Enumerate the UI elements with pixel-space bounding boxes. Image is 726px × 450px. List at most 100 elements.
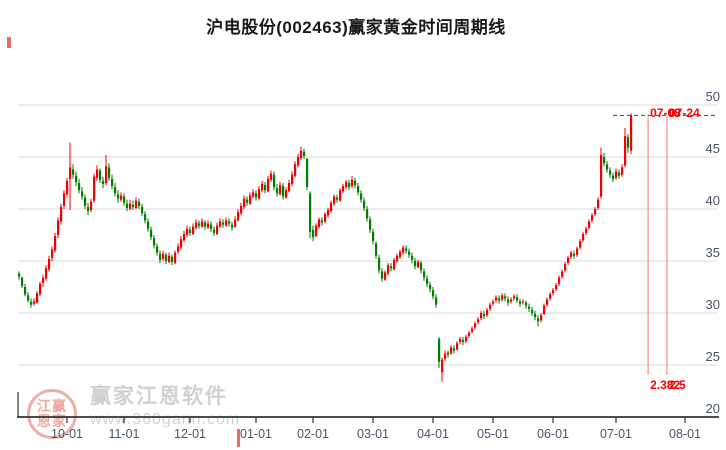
candle-body [525, 302, 528, 306]
watermark-fragment [237, 429, 240, 447]
candle-body [411, 255, 414, 260]
candle-body [507, 299, 510, 303]
candle-body [597, 199, 600, 208]
candle-body [51, 249, 54, 258]
candle-body [192, 226, 195, 234]
candle-body [207, 223, 210, 228]
candle-body [309, 193, 312, 232]
candle-body [624, 136, 627, 166]
watermark-brand: 赢家江恩软件 [90, 385, 228, 408]
candle-body [27, 295, 30, 301]
candle-body [591, 215, 594, 221]
y-axis-label: 25 [706, 349, 720, 364]
cycle-ratio-label: 2.382 [650, 378, 680, 392]
watermark-fragment [7, 37, 11, 48]
candle-body [390, 266, 393, 269]
candle-body [606, 164, 609, 170]
candle-body [414, 261, 417, 267]
candle-body [327, 210, 330, 216]
y-axis-label: 45 [706, 141, 720, 156]
candle-body [171, 256, 174, 263]
candle-body [408, 251, 411, 255]
candle-body [108, 167, 111, 178]
candle-body [201, 221, 204, 227]
candle-body [447, 352, 450, 355]
candle-body [330, 202, 333, 212]
candle-body [297, 157, 300, 166]
candle-body [255, 193, 258, 198]
candle-body [600, 154, 603, 197]
candle-body [48, 258, 51, 270]
candle-body [144, 214, 147, 221]
candle-body [495, 297, 498, 301]
candle-body [261, 184, 264, 191]
candle-body [435, 297, 438, 305]
candle-body [159, 253, 162, 260]
watermark-url: www.360gann.com [90, 411, 241, 428]
x-axis-label: 01-01 [240, 427, 272, 441]
candle-body [546, 299, 549, 305]
candle-body [384, 272, 387, 280]
candle-body [135, 200, 138, 208]
candle-body [177, 246, 180, 252]
candle-body [45, 268, 48, 279]
x-axis-label: 06-01 [537, 427, 569, 441]
y-axis-label: 40 [706, 193, 720, 208]
candle-body [519, 301, 522, 304]
candle-body [456, 343, 459, 350]
candle-body [228, 221, 231, 224]
candle-body [468, 332, 471, 336]
candle-body [504, 296, 507, 299]
candle-body [72, 169, 75, 175]
candle-body [267, 178, 270, 192]
candle-body [375, 243, 378, 256]
y-axis-label: 20 [706, 401, 720, 416]
candle-body [306, 159, 309, 188]
candle-body [246, 199, 249, 203]
candle-body [216, 225, 219, 234]
candle-body [30, 301, 33, 305]
y-axis-label: 35 [706, 245, 720, 260]
candle-body [381, 271, 384, 279]
candle-body [366, 209, 369, 219]
candle-body [450, 347, 453, 354]
candle-body [189, 229, 192, 233]
candle-body [477, 319, 480, 323]
candle-body [360, 193, 363, 200]
candle-body [531, 309, 534, 313]
candle-body [186, 228, 189, 235]
candle-body [555, 284, 558, 290]
candle-body [393, 259, 396, 270]
candle-body [258, 189, 261, 199]
candle-body [54, 236, 57, 251]
candle-body [399, 251, 402, 257]
candle-body [564, 264, 567, 271]
candle-body [99, 170, 102, 180]
chart-title: 沪电股份(002463)赢家黄金时间周期线 [206, 18, 506, 37]
candle-body [573, 253, 576, 256]
candle-body [516, 297, 519, 301]
candle-body [63, 193, 66, 206]
candle-body [60, 206, 63, 222]
candle-body [429, 284, 432, 290]
candle-body [321, 220, 324, 223]
candle-body [264, 185, 267, 191]
x-axis-label: 11-01 [108, 427, 139, 441]
candle-body [249, 195, 252, 204]
candle-body [357, 186, 360, 193]
candle-body [93, 176, 96, 201]
candle-body [345, 181, 348, 188]
x-axis-label: 07-01 [600, 427, 632, 441]
candle-body [405, 248, 408, 251]
candle-body [333, 196, 336, 204]
candle-body [288, 183, 291, 192]
candle-body [543, 305, 546, 315]
candle-body [198, 223, 201, 226]
candle-body [84, 197, 87, 206]
candle-body [42, 277, 45, 283]
candle-body [180, 239, 183, 248]
candle-body [237, 212, 240, 221]
candle-body [549, 294, 552, 299]
candle-body [489, 304, 492, 309]
